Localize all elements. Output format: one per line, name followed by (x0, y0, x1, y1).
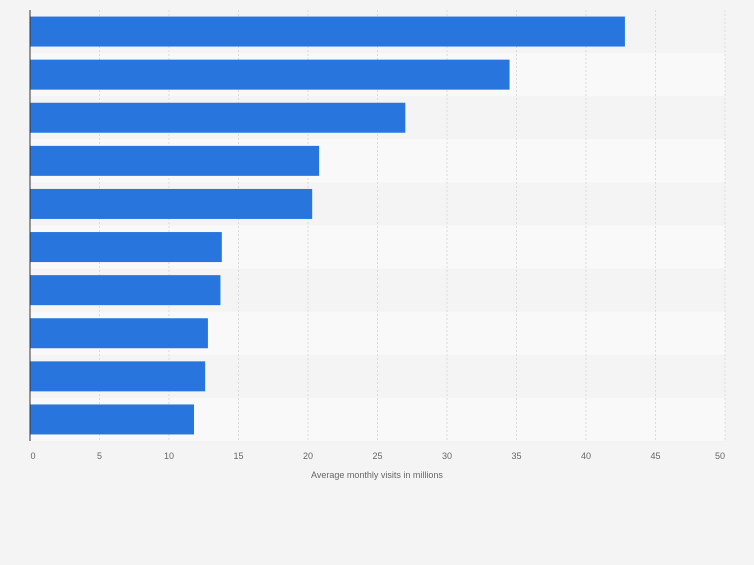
x-tick-label: 20 (303, 451, 313, 461)
bar[interactable] (30, 275, 221, 306)
x-tick-label: 10 (164, 451, 174, 461)
x-tick-label: 5 (97, 451, 102, 461)
x-tick-label: 30 (442, 451, 452, 461)
bar[interactable] (30, 318, 208, 349)
bar[interactable] (30, 188, 313, 219)
bar[interactable] (30, 59, 510, 90)
x-tick-label: 35 (511, 451, 521, 461)
x-tick-label: 25 (372, 451, 382, 461)
x-axis-ticks: 0 5 10 15 20 25 30 35 40 45 50 (30, 451, 725, 461)
bar[interactable] (30, 145, 320, 176)
bar[interactable] (30, 102, 406, 133)
bar[interactable] (30, 16, 625, 47)
x-tick-label: 15 (233, 451, 243, 461)
x-tick-label: 0 (30, 451, 35, 461)
bar[interactable] (30, 404, 195, 435)
x-tick-label: 45 (650, 451, 660, 461)
x-axis-title: Average monthly visits in millions (311, 470, 443, 480)
bar[interactable] (30, 361, 206, 392)
bar[interactable] (30, 232, 222, 263)
x-tick-label: 50 (715, 451, 725, 461)
x-tick-label: 40 (581, 451, 591, 461)
bar-series (30, 16, 625, 435)
